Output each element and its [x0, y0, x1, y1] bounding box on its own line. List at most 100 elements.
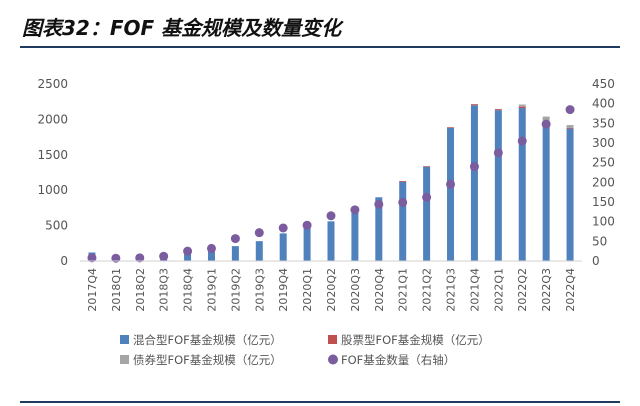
bar-bond — [542, 116, 550, 123]
left-tick-label: 500 — [45, 219, 68, 233]
x-tick-label: 2021Q4 — [468, 268, 481, 312]
legend-label-count: FOF基金数量（右轴） — [341, 353, 455, 367]
bar-mixed — [447, 127, 455, 261]
right-tick-label: 200 — [592, 175, 615, 189]
count-point — [446, 179, 456, 189]
bar-series — [88, 104, 574, 262]
bar-mixed — [566, 128, 574, 261]
count-point — [206, 243, 216, 253]
bar-stock — [518, 106, 526, 109]
legend-item-stock: 股票型FOF基金规模（亿元） — [328, 333, 490, 347]
bar-mixed — [207, 251, 215, 261]
bar-bond — [566, 125, 574, 128]
count-point — [517, 136, 527, 146]
x-tick-label: 2022Q4 — [564, 268, 577, 312]
legend-label-mixed: 混合型FOF基金规模（亿元） — [133, 333, 282, 347]
bar-stock — [399, 180, 407, 182]
count-point — [422, 192, 432, 202]
count-point — [326, 211, 336, 221]
bar-mixed — [470, 105, 478, 262]
x-axis: 2017Q4 2018Q1 2018Q2 2018Q3 2018Q4 2019Q1 2019… — [86, 268, 577, 312]
bar-stock — [566, 127, 574, 129]
x-tick-label: 2020Q3 — [349, 268, 362, 312]
right-tick-label: 400 — [592, 97, 615, 111]
left-tick-label: 2000 — [37, 112, 68, 126]
bar-mixed — [303, 227, 311, 261]
x-tick-label: 2019Q1 — [205, 268, 218, 312]
legend-swatch-mixed — [120, 335, 129, 344]
bar-mixed — [327, 221, 335, 261]
bar-mixed — [231, 246, 239, 261]
right-tick-label: 50 — [592, 234, 607, 248]
right-axis: 0 50 100 150 200 250 300 350 400 450 — [592, 77, 615, 268]
legend-item-mixed: 混合型FOF基金规模（亿元） — [120, 333, 282, 347]
legend-item-bond: 债券型FOF基金规模（亿元） — [120, 353, 282, 367]
x-tick-label: 2018Q1 — [110, 268, 123, 312]
x-tick-label: 2018Q2 — [134, 268, 147, 312]
right-tick-label: 250 — [592, 156, 615, 170]
legend: 混合型FOF基金规模（亿元） 股票型FOF基金规模（亿元） 债券型FOF基金规模… — [120, 333, 490, 367]
right-tick-label: 350 — [592, 116, 615, 130]
count-point — [87, 253, 97, 263]
bar-stock — [470, 104, 478, 106]
x-tick-label: 2019Q2 — [229, 268, 242, 312]
count-point — [398, 197, 408, 207]
right-tick-label: 300 — [592, 136, 615, 150]
bar-stock — [494, 109, 502, 111]
bar-mixed — [494, 110, 502, 261]
count-series — [87, 105, 575, 263]
x-tick-label: 2021Q3 — [445, 268, 458, 312]
left-axis: 0 500 1000 1500 2000 2500 — [37, 77, 68, 268]
bar-mixed — [184, 253, 192, 261]
count-point — [278, 223, 288, 233]
x-tick-label: 2018Q4 — [182, 268, 195, 312]
bar-mixed — [279, 233, 287, 261]
left-tick-label: 2500 — [37, 77, 68, 91]
bar-mixed — [255, 241, 263, 261]
count-point — [183, 246, 193, 256]
left-tick-label: 0 — [60, 254, 68, 268]
count-point — [493, 148, 503, 158]
count-point — [374, 199, 384, 209]
right-tick-label: 0 — [592, 254, 600, 268]
count-point — [230, 234, 240, 244]
left-tick-label: 1500 — [37, 148, 68, 162]
x-tick-label: 2020Q4 — [373, 268, 386, 312]
x-tick-label: 2018Q3 — [158, 268, 171, 312]
count-point — [541, 119, 551, 129]
right-tick-label: 100 — [592, 215, 615, 229]
bar-mixed — [518, 108, 526, 262]
count-point — [302, 220, 312, 230]
legend-label-bond: 债券型FOF基金规模（亿元） — [133, 353, 282, 367]
x-tick-label: 2021Q2 — [421, 268, 434, 312]
title-divider — [20, 46, 620, 48]
bar-stock — [423, 166, 431, 167]
legend-swatch-bond — [120, 355, 129, 364]
left-tick-label: 1000 — [37, 183, 68, 197]
x-tick-label: 2022Q3 — [540, 268, 553, 312]
count-point — [254, 228, 264, 238]
bar-mixed — [423, 166, 431, 261]
count-point — [111, 253, 121, 263]
count-point — [135, 253, 145, 263]
bar-mixed — [375, 197, 383, 261]
x-tick-label: 2020Q2 — [325, 268, 338, 312]
bar-mixed — [399, 181, 407, 261]
legend-swatch-stock — [328, 335, 337, 344]
x-tick-label: 2020Q1 — [301, 268, 314, 312]
legend-marker-count — [328, 354, 338, 365]
right-tick-label: 150 — [592, 195, 615, 209]
bar-mixed — [351, 211, 359, 261]
legend-item-count: FOF基金数量（右轴） — [328, 353, 455, 367]
bar-mixed — [542, 122, 550, 261]
bottom-divider — [20, 401, 620, 403]
right-tick-label: 450 — [592, 77, 615, 91]
bar-bond — [518, 104, 526, 107]
x-tick-label: 2022Q1 — [492, 268, 505, 312]
x-tick-label: 2022Q2 — [516, 268, 529, 312]
count-point — [159, 251, 169, 261]
count-point — [469, 162, 479, 172]
count-point — [350, 205, 360, 215]
x-tick-label: 2021Q1 — [397, 268, 410, 312]
